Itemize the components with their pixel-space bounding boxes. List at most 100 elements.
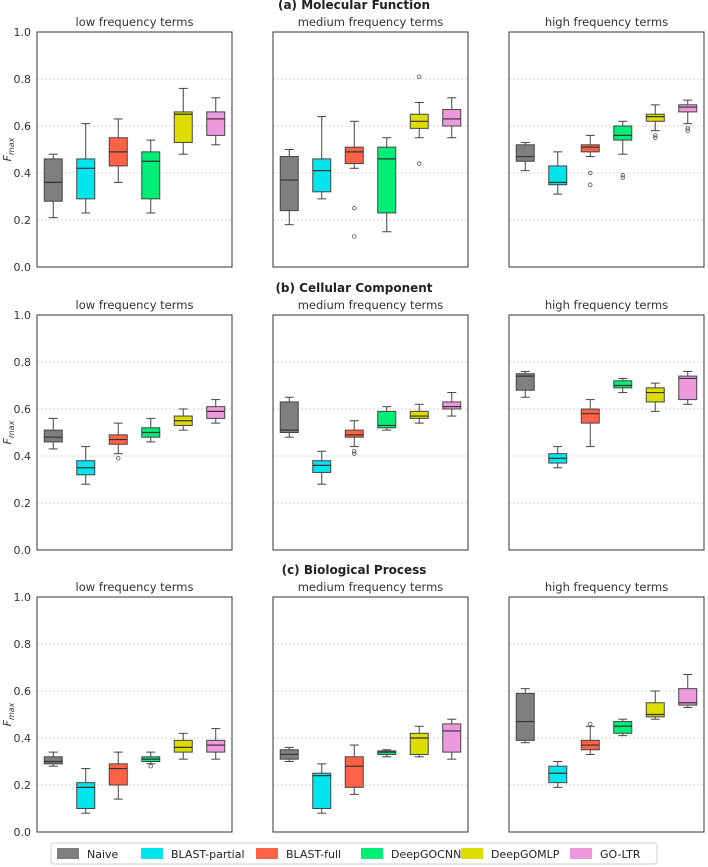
panel-subtitle: low frequency terms: [76, 580, 194, 594]
box-blast-partial: [548, 151, 568, 195]
box-iqr: [515, 144, 535, 162]
box-iqr: [678, 375, 698, 401]
box-iqr: [613, 380, 633, 389]
box-go-ltr: [442, 97, 462, 139]
box-naive: [43, 751, 63, 767]
box-iqr: [173, 739, 193, 753]
box-blast-full: [108, 751, 128, 800]
y-axis-label-main: F: [1, 154, 14, 161]
box-iqr: [344, 146, 364, 165]
box-iqr: [377, 410, 397, 429]
y-tick-label: 0.8: [14, 356, 32, 369]
box-blast-partial: [548, 761, 568, 788]
box-iqr: [312, 772, 332, 809]
y-tick-label: 0.0: [14, 261, 32, 274]
legend-swatch: [461, 848, 483, 859]
legend-entry-deepgomlp: DeepGOMLP: [461, 848, 560, 861]
box-naive: [43, 153, 63, 219]
legend-label: DeepGOMLP: [491, 848, 560, 861]
y-axis-label: Fmax: [1, 420, 16, 444]
legend-swatch: [141, 848, 163, 859]
legend-entry-naive: Naive: [57, 848, 119, 861]
panel-subtitle: medium frequency terms: [298, 298, 444, 312]
panel-frame: [36, 314, 233, 551]
legend-label: BLAST-partial: [171, 848, 245, 861]
panel-frame: [272, 596, 469, 833]
outlier-point: [352, 449, 357, 454]
box-blast-full: [108, 118, 128, 183]
box-deepgocnn: [377, 749, 397, 758]
box-blast-full: [344, 744, 364, 795]
box-deepgomlp: [645, 690, 665, 720]
box-iqr: [377, 146, 397, 214]
legend-entry-blast-partial: BLAST-partial: [141, 848, 245, 861]
legend: Naive BLAST-partial BLAST-full DeepGOCNN Dee…: [50, 842, 658, 865]
outlier-point: [685, 128, 690, 133]
box-iqr: [108, 763, 128, 786]
panel-frame: [272, 31, 469, 268]
outlier-point: [588, 170, 593, 176]
outlier-point: [588, 721, 593, 727]
box-iqr: [613, 125, 633, 141]
box-deepgocnn: [141, 751, 161, 769]
y-tick-label: 0.2: [14, 497, 32, 510]
box-go-ltr: [442, 718, 462, 760]
legend-label: Naive: [87, 848, 119, 861]
panel-1: low frequency terms: [36, 298, 233, 551]
y-tick-label: 0.8: [14, 73, 32, 86]
box-iqr: [344, 429, 364, 438]
legend-frame: [50, 842, 658, 865]
panel-3: high frequency terms: [508, 580, 705, 833]
legend-entry-blast-full: BLAST-full: [256, 848, 341, 861]
y-tick-label: 0.2: [14, 779, 32, 792]
box-iqr: [312, 158, 332, 193]
box-iqr: [645, 702, 665, 718]
box-iqr: [279, 156, 299, 212]
y-tick-label: 0.4: [14, 167, 32, 180]
box-go-ltr: [678, 99, 698, 133]
y-tick-label: 1.0: [14, 26, 32, 39]
y-tick-label: 1.0: [14, 309, 32, 322]
legend-swatch: [256, 848, 278, 859]
box-iqr: [43, 429, 63, 443]
box-naive: [279, 746, 299, 762]
panel-2: medium frequency terms: [272, 580, 469, 833]
panel-subtitle: medium frequency terms: [298, 580, 444, 594]
box-blast-full: [108, 422, 128, 461]
y-tick-label: 0.8: [14, 638, 32, 651]
box-naive: [515, 688, 535, 744]
box-deepgocnn: [613, 377, 633, 394]
box-go-ltr: [678, 370, 698, 405]
box-iqr: [580, 144, 600, 153]
legend-swatch: [57, 848, 79, 859]
outlier-point: [653, 133, 658, 138]
panel-subtitle: high frequency terms: [545, 580, 668, 594]
panel-frame: [36, 31, 233, 268]
y-tick-label: 1.0: [14, 591, 32, 604]
legend-entry-deepgocnn: DeepGOCNN: [361, 848, 461, 861]
box-naive: [279, 149, 299, 226]
panel-frame: [36, 596, 233, 833]
box-iqr: [548, 765, 568, 784]
panel-frame: [508, 314, 705, 551]
outlier-point: [417, 161, 422, 166]
box-deepgocnn: [141, 417, 161, 443]
y-tick-label: 0.6: [14, 685, 32, 698]
y-axis-label: Fmax: [1, 702, 16, 726]
outlier-point: [148, 764, 153, 769]
legend-label: GO-LTR: [600, 848, 641, 861]
box-iqr: [548, 165, 568, 186]
box-iqr: [312, 460, 332, 473]
y-tick-label: 0.6: [14, 120, 32, 133]
box-iqr: [173, 111, 193, 143]
y-axis-label-sub: max: [7, 702, 16, 720]
legend-entry-go-ltr: GO-LTR: [570, 848, 641, 861]
y-tick-label: 0.0: [14, 826, 32, 839]
legend-label: DeepGOCNN: [391, 848, 461, 861]
y-tick-label: 0.6: [14, 403, 32, 416]
chart-title: (a) Molecular Function: [278, 0, 430, 12]
panel-frame: [272, 314, 469, 551]
panel-1: low frequency terms: [36, 15, 233, 268]
box-go-ltr: [442, 392, 462, 417]
